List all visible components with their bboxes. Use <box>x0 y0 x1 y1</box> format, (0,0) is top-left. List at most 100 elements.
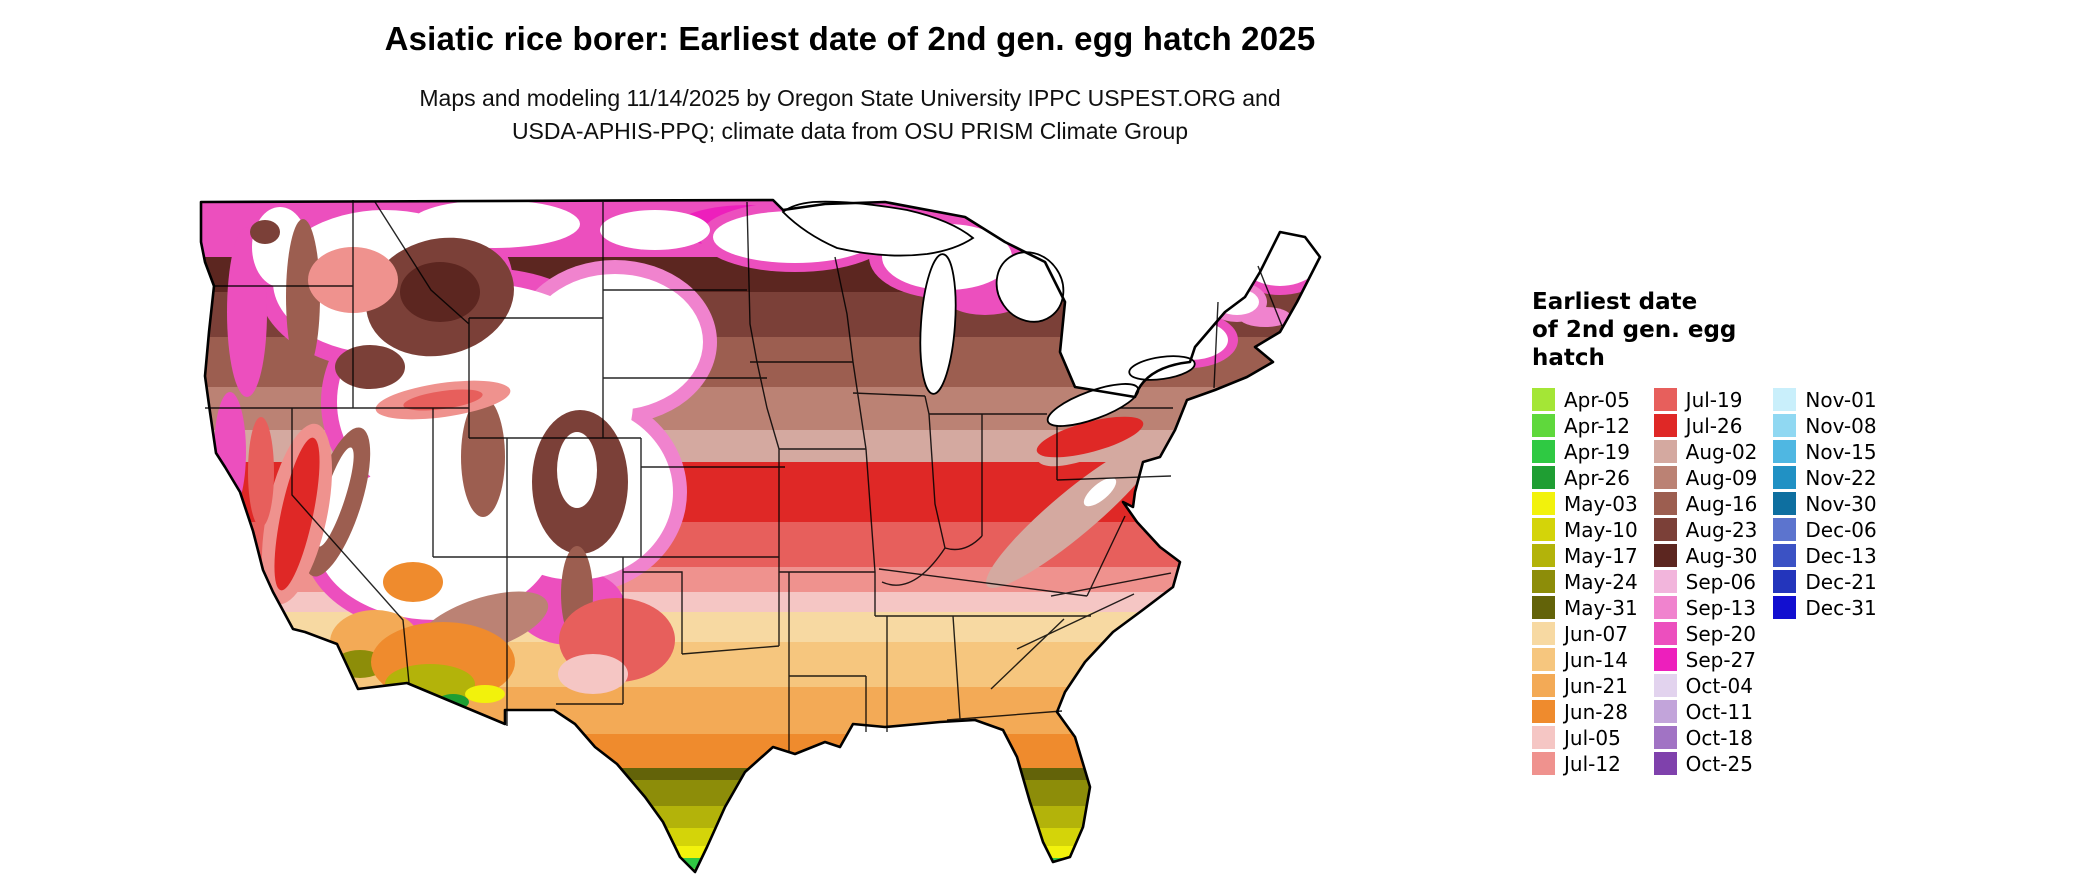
legend-swatch <box>1773 388 1797 411</box>
legend-swatch <box>1773 466 1797 489</box>
legend-label: Oct-25 <box>1685 751 1753 776</box>
legend-label: May-10 <box>1564 517 1638 542</box>
legend-entry: Oct-25 <box>1653 751 1758 776</box>
legend-swatch <box>1653 674 1677 697</box>
legend-entry: May-31 <box>1532 595 1638 620</box>
legend-title-line-3: hatch <box>1532 345 1605 371</box>
legend-label: Apr-12 <box>1564 413 1630 438</box>
legend-swatch <box>1773 492 1797 515</box>
legend-label: Jun-14 <box>1564 647 1628 672</box>
legend-entry: Sep-20 <box>1653 621 1758 646</box>
legend-swatch <box>1773 518 1797 541</box>
legend-swatch <box>1653 440 1677 463</box>
legend-title: Earliest date of 2nd gen. egg hatch <box>1532 288 1877 372</box>
legend-label: May-31 <box>1564 595 1638 620</box>
legend-entry: Sep-27 <box>1653 647 1758 672</box>
legend-entry: May-10 <box>1532 517 1638 542</box>
state-borders <box>205 200 1283 751</box>
legend-label: Oct-11 <box>1685 699 1753 724</box>
legend-entry: Apr-12 <box>1532 413 1638 438</box>
legend-swatch <box>1532 752 1555 775</box>
us-map <box>185 162 1485 877</box>
legend-entry: Nov-22 <box>1773 466 1877 490</box>
legend-label: Nov-08 <box>1805 413 1877 438</box>
legend-label: Aug-02 <box>1685 439 1758 464</box>
legend-swatch <box>1532 596 1555 619</box>
legend-label: May-17 <box>1564 543 1638 568</box>
legend-entry: Oct-04 <box>1653 673 1758 698</box>
legend: Earliest date of 2nd gen. egg hatch Apr-… <box>1532 288 1877 776</box>
legend-label: Aug-09 <box>1685 465 1758 490</box>
legend-entry: Aug-30 <box>1653 543 1758 568</box>
legend-entry: Aug-23 <box>1653 518 1757 542</box>
legend-label: Sep-20 <box>1685 621 1757 646</box>
legend-label: Aug-16 <box>1685 491 1758 516</box>
legend-entry: Aug-09 <box>1653 465 1758 490</box>
legend-entry: Oct-11 <box>1653 699 1758 724</box>
legend-swatch <box>1653 414 1677 437</box>
legend-label: Jul-12 <box>1564 751 1621 776</box>
legend-swatch <box>1532 440 1555 463</box>
legend-entry: Jul-26 <box>1653 413 1758 438</box>
legend-swatch <box>1773 544 1797 567</box>
legend-swatch <box>1532 414 1555 437</box>
legend-entry: Jun-07 <box>1532 621 1638 646</box>
legend-swatch <box>1653 700 1677 723</box>
legend-entry: Jun-28 <box>1532 699 1638 724</box>
legend-swatch <box>1532 388 1555 411</box>
legend-column-3: Nov-01 Nov-08 Nov-15 Nov-22 Nov-30 Dec-06 Dec-… <box>1773 387 1877 620</box>
legend-swatch <box>1653 726 1677 749</box>
legend-label: Oct-04 <box>1685 673 1753 698</box>
legend-entry: Dec-06 <box>1773 517 1877 542</box>
us-map-svg <box>199 198 1322 874</box>
legend-label: Sep-27 <box>1685 647 1757 672</box>
legend-swatch <box>1532 648 1555 671</box>
legend-entry: Nov-30 <box>1773 491 1877 516</box>
legend-swatch <box>1773 440 1797 463</box>
legend-swatch <box>1653 388 1677 411</box>
legend-entry: Oct-18 <box>1653 726 1758 750</box>
legend-label: Dec-31 <box>1805 595 1877 620</box>
legend-entry: Dec-21 <box>1773 570 1877 594</box>
legend-swatch <box>1653 596 1677 619</box>
legend-label: Nov-30 <box>1805 491 1877 516</box>
legend-entry: Apr-26 <box>1532 465 1638 490</box>
legend-label: Sep-13 <box>1685 595 1757 620</box>
legend-column-2: Jul-19 Jul-26 Aug-02 Aug-09 Aug-16 Aug-23 Aug-… <box>1653 388 1758 776</box>
legend-swatch <box>1532 466 1555 489</box>
legend-entry: Jun-14 <box>1532 647 1638 672</box>
legend-swatch <box>1532 622 1555 645</box>
legend-swatch <box>1653 466 1677 489</box>
legend-label: Apr-26 <box>1564 465 1630 490</box>
legend-label: Jul-26 <box>1685 413 1743 438</box>
legend-label: Apr-19 <box>1564 439 1630 464</box>
legend-label: Nov-15 <box>1805 439 1877 464</box>
legend-entry: May-17 <box>1532 543 1638 568</box>
legend-label: Dec-13 <box>1805 543 1877 568</box>
legend-label: Jun-07 <box>1564 621 1628 646</box>
legend-entry: Apr-19 <box>1532 439 1638 464</box>
legend-swatch <box>1532 518 1555 541</box>
legend-entry: Sep-06 <box>1653 569 1758 594</box>
lake-huron <box>995 251 1065 323</box>
legend-swatch <box>1773 596 1797 619</box>
legend-entry: Dec-13 <box>1773 543 1877 568</box>
subtitle-line-2: USDA-APHIS-PPQ; climate data from OSU PR… <box>511 118 1189 144</box>
legend-label: Jun-28 <box>1564 699 1628 724</box>
legend-swatch <box>1532 544 1555 567</box>
legend-label: Dec-06 <box>1805 517 1877 542</box>
legend-swatch <box>1653 518 1677 541</box>
legend-label: Aug-30 <box>1685 543 1758 568</box>
legend-swatch <box>1653 752 1677 775</box>
lake-michigan <box>919 253 957 395</box>
legend-entry: Apr-05 <box>1532 388 1638 412</box>
legend-entry: Aug-02 <box>1653 439 1758 464</box>
legend-entry: Dec-31 <box>1773 595 1877 620</box>
legend-title-line-1: Earliest date <box>1532 289 1698 315</box>
legend-swatch <box>1532 726 1555 749</box>
map-fill <box>201 200 1320 872</box>
legend-swatch <box>1773 414 1797 437</box>
legend-label: Sep-06 <box>1685 569 1757 594</box>
legend-label: Nov-01 <box>1805 387 1877 412</box>
legend-swatch <box>1653 622 1677 645</box>
